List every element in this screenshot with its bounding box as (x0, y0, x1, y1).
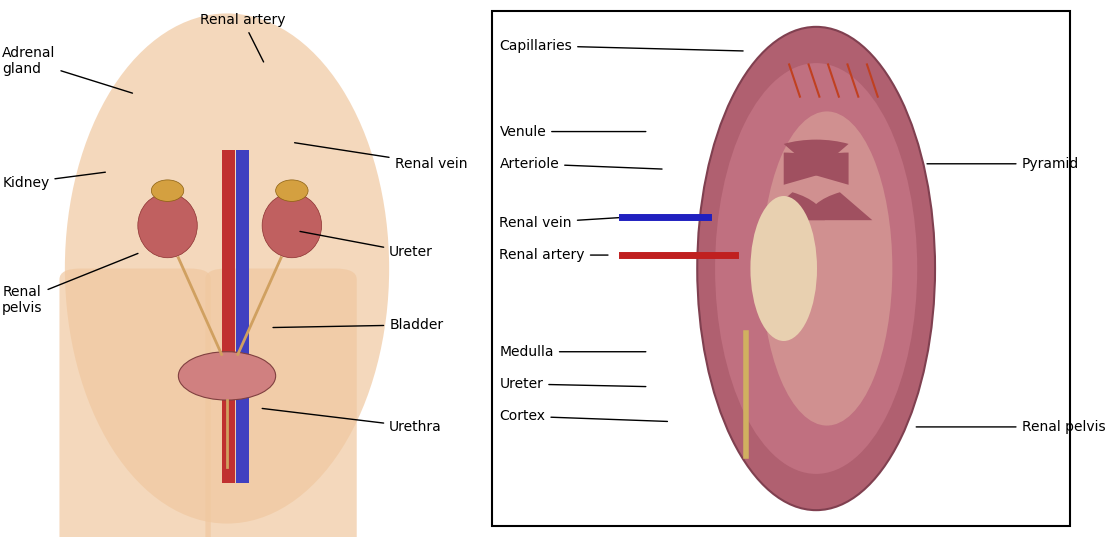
Ellipse shape (262, 193, 322, 258)
Text: Bladder: Bladder (273, 318, 443, 332)
Ellipse shape (276, 180, 308, 201)
Ellipse shape (762, 112, 892, 425)
FancyBboxPatch shape (206, 268, 356, 537)
Ellipse shape (65, 13, 389, 524)
Text: Adrenal
gland: Adrenal gland (2, 46, 133, 93)
FancyBboxPatch shape (59, 268, 211, 537)
Bar (221, 150, 235, 483)
Text: Capillaries: Capillaries (499, 39, 743, 53)
Text: Renal vein: Renal vein (499, 216, 619, 230)
Text: Renal artery: Renal artery (499, 248, 608, 262)
Ellipse shape (751, 196, 817, 341)
Text: Urethra: Urethra (262, 409, 442, 434)
Text: Renal
pelvis: Renal pelvis (2, 253, 139, 315)
Text: Cortex: Cortex (499, 409, 668, 423)
Text: Ureter: Ureter (300, 231, 433, 259)
Text: Medulla: Medulla (499, 345, 646, 359)
Text: Renal artery: Renal artery (200, 13, 286, 62)
Wedge shape (784, 140, 849, 172)
Text: Pyramid: Pyramid (927, 157, 1079, 171)
Wedge shape (760, 192, 824, 220)
Text: Renal pelvis: Renal pelvis (916, 420, 1105, 434)
Bar (236, 150, 249, 483)
Ellipse shape (697, 27, 935, 510)
Wedge shape (784, 153, 840, 185)
Ellipse shape (151, 180, 184, 201)
Ellipse shape (179, 352, 276, 400)
Text: Arteriole: Arteriole (499, 157, 662, 171)
Text: Kidney: Kidney (2, 172, 105, 190)
Text: Renal vein: Renal vein (295, 143, 467, 171)
Ellipse shape (715, 63, 917, 474)
Text: Ureter: Ureter (499, 377, 646, 391)
Text: Venule: Venule (499, 125, 646, 139)
Wedge shape (792, 153, 849, 185)
Ellipse shape (137, 193, 198, 258)
Wedge shape (808, 192, 872, 220)
